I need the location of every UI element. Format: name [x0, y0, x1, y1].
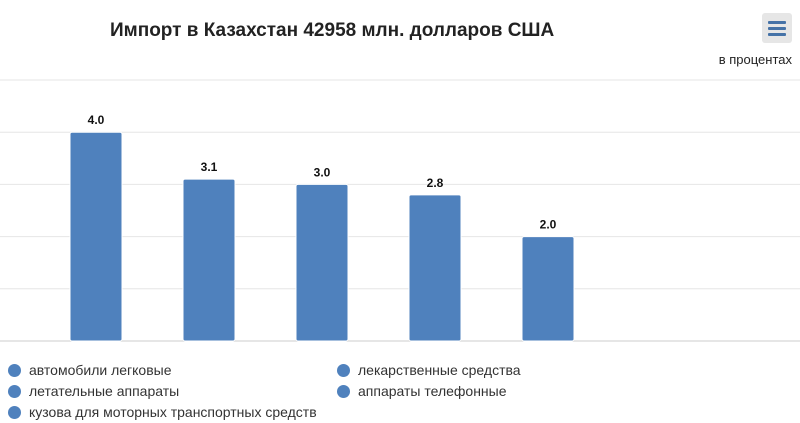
chart-title: Импорт в Казахстан 42958 млн. долларов С…: [110, 20, 555, 41]
legend-marker: [8, 363, 21, 377]
bar[interactable]: [182, 178, 236, 342]
legend-item[interactable]: аппараты телефонные: [337, 383, 507, 399]
data-label: 4.0: [88, 113, 105, 127]
bar[interactable]: [295, 183, 349, 342]
data-label: 3.0: [314, 165, 331, 179]
legend-label: кузова для моторных транспортных средств: [29, 404, 317, 420]
legend-marker: [8, 384, 21, 398]
bar[interactable]: [521, 236, 575, 342]
legend-item[interactable]: автомобили легковые: [8, 362, 172, 378]
legend-label: аппараты телефонные: [358, 383, 507, 399]
data-label: 2.0: [540, 218, 557, 232]
hamburger-menu-icon-bar: [768, 27, 786, 30]
unit-label: в процентах: [718, 52, 792, 67]
bar[interactable]: [408, 194, 462, 342]
bar[interactable]: [69, 131, 123, 342]
legend-item[interactable]: лекарственные средства: [337, 362, 521, 378]
legend-marker: [8, 405, 21, 419]
data-label: 2.8: [427, 176, 444, 190]
hamburger-menu-icon-bar: [768, 33, 786, 36]
chart-menu-button[interactable]: [762, 13, 792, 43]
data-label: 3.1: [201, 160, 218, 174]
legend-item[interactable]: летательные аппараты: [8, 383, 179, 399]
legend-marker: [337, 384, 350, 398]
legend-label: лекарственные средства: [358, 362, 521, 378]
legend-marker: [337, 363, 350, 377]
legend-label: летательные аппараты: [29, 383, 180, 399]
legend-label: автомобили легковые: [29, 362, 172, 378]
legend-item[interactable]: кузова для моторных транспортных средств: [8, 404, 317, 420]
hamburger-menu-icon: [768, 21, 786, 24]
